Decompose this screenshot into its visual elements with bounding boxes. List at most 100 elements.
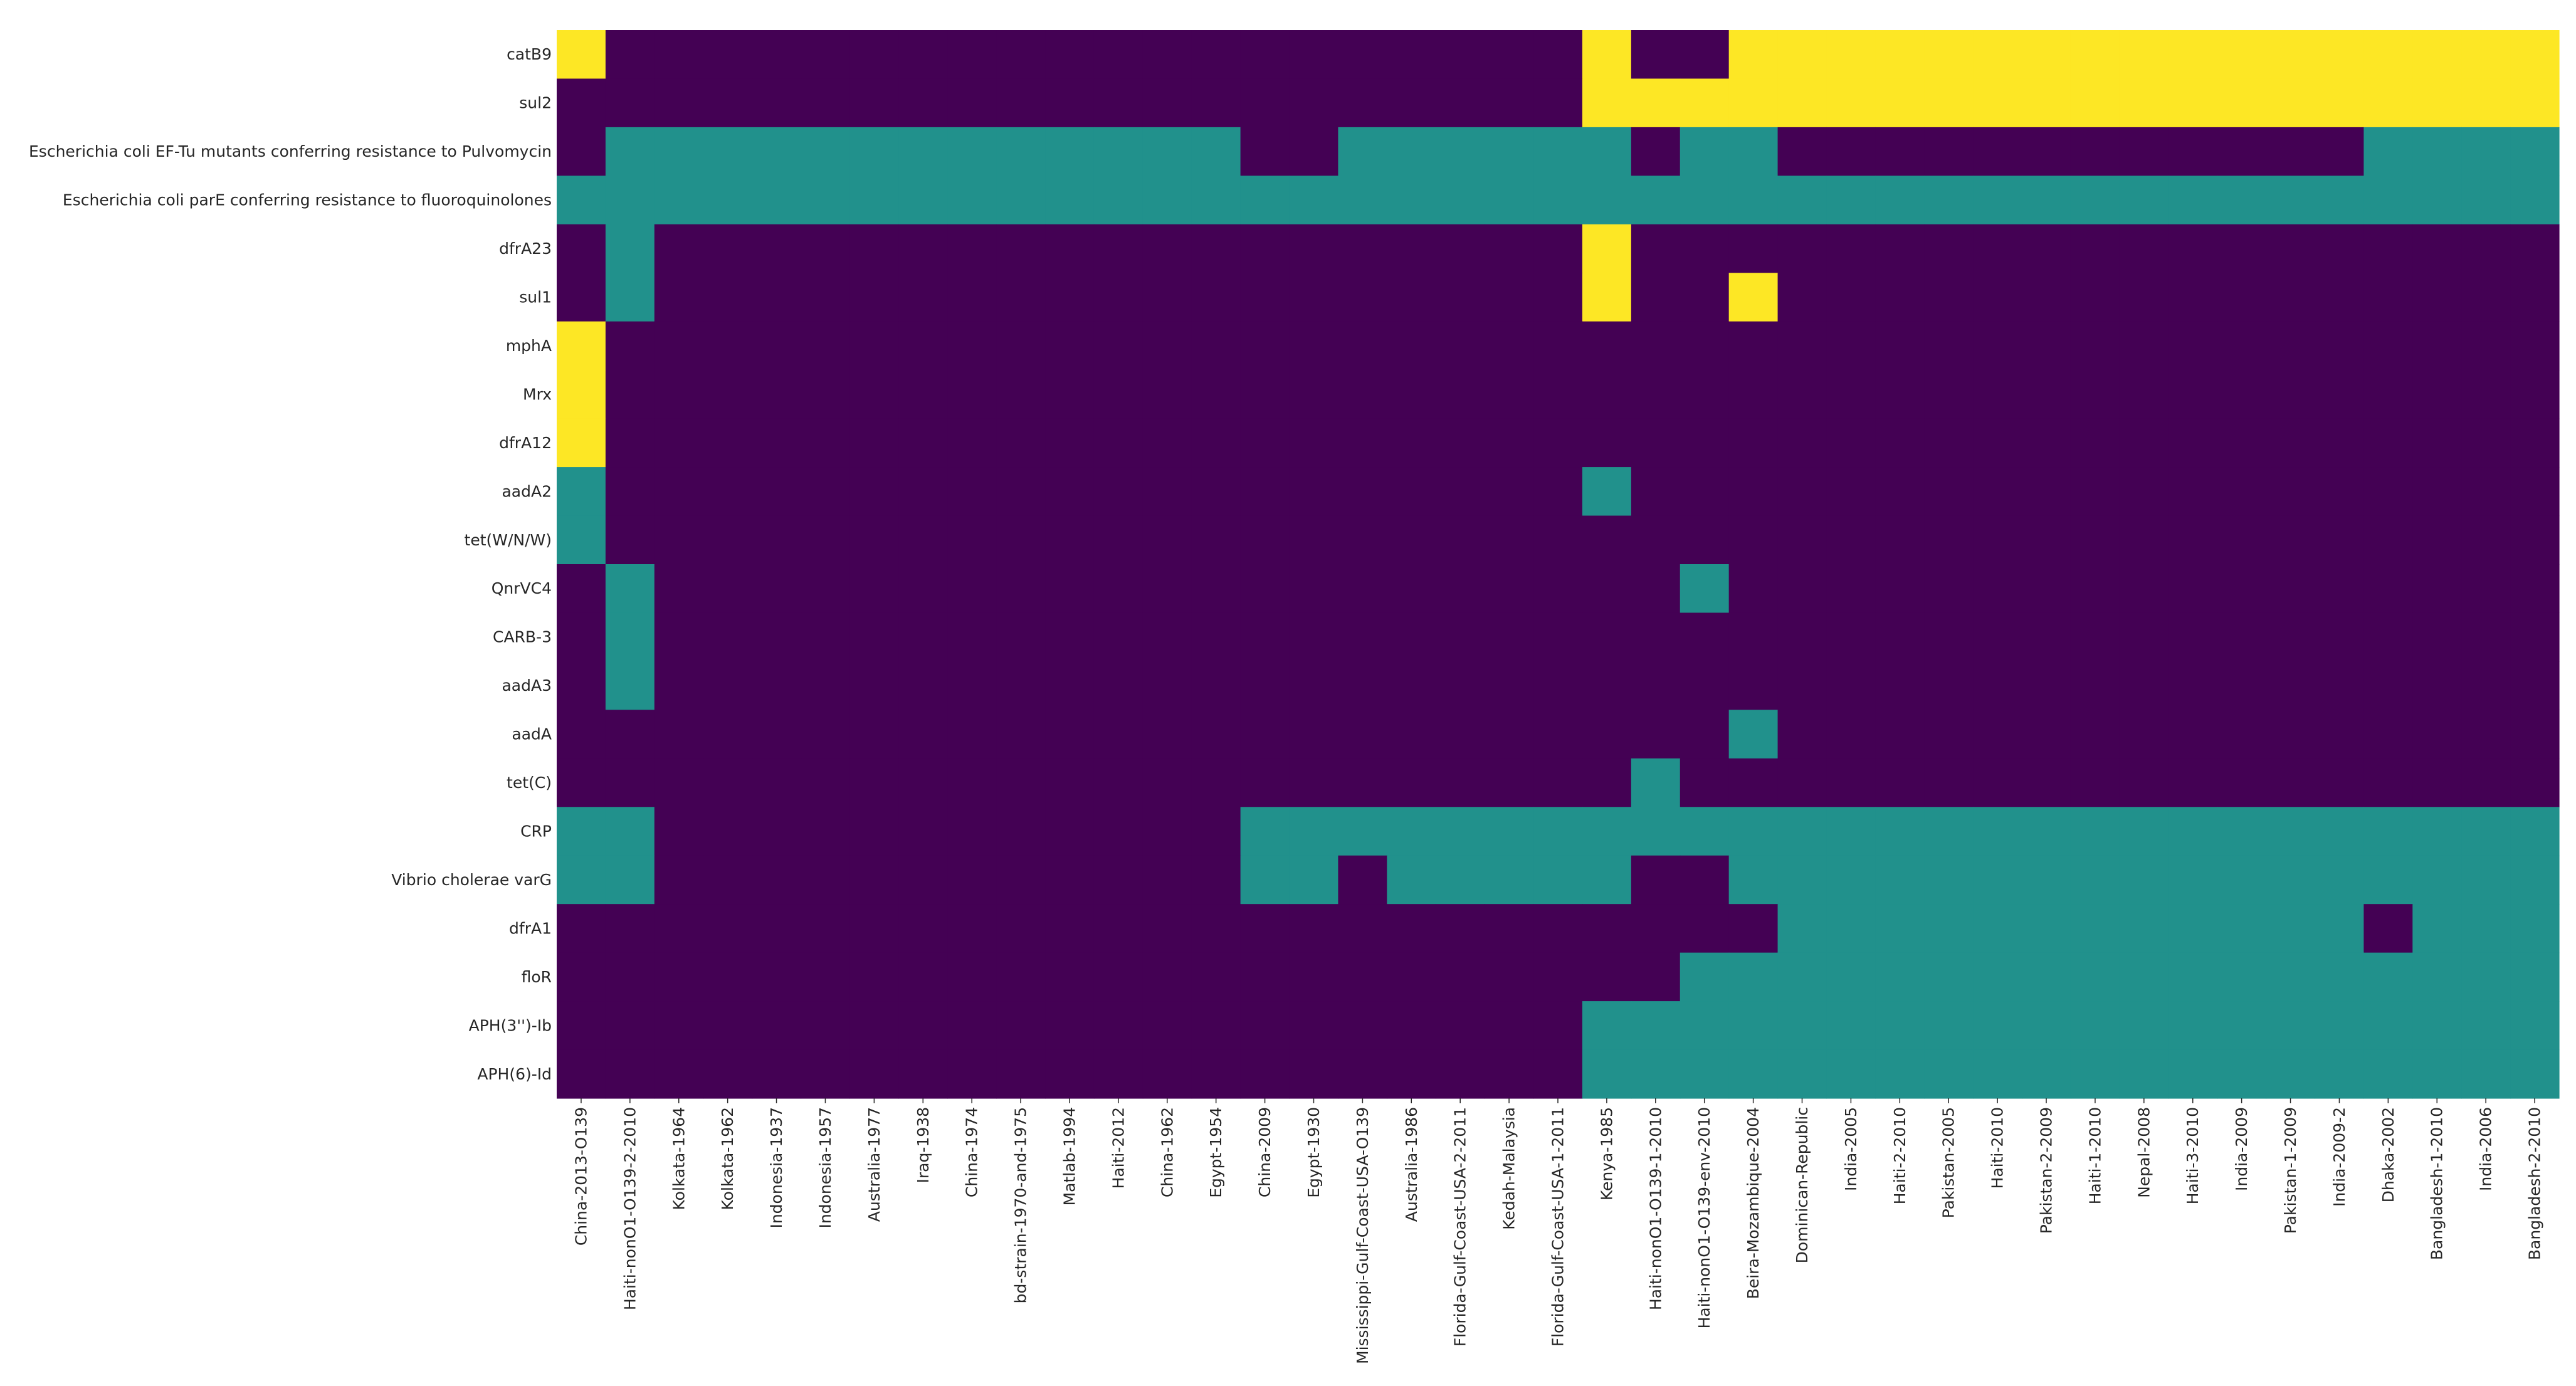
heatmap-cell (703, 807, 753, 856)
heatmap-cell (1240, 904, 1290, 953)
heatmap-cell (801, 224, 851, 273)
heatmap-cell (1289, 710, 1339, 759)
heatmap-cell (1289, 1049, 1339, 1099)
column-label: Haiti-2010 (1989, 1107, 2007, 1189)
row-label: sul1 (519, 288, 552, 307)
row-label: catB9 (507, 45, 552, 63)
heatmap-cell (1093, 176, 1143, 225)
heatmap-cell (1826, 855, 1876, 905)
heatmap-cell (2363, 1001, 2413, 1051)
heatmap-cell (1875, 1049, 1925, 1099)
heatmap-cell (654, 1001, 704, 1051)
heatmap-cell (2119, 78, 2169, 128)
column-label: Haiti-nonO1-O139-env-2010 (1695, 1107, 1713, 1329)
heatmap-cell (752, 224, 802, 273)
heatmap-cell (801, 418, 851, 468)
heatmap-cell (2119, 273, 2169, 322)
heatmap-cell (2412, 418, 2462, 468)
column-label: Haiti-nonO1-O139-2-2010 (621, 1107, 639, 1310)
heatmap-cell (1191, 418, 1241, 468)
heatmap-cell (996, 1049, 1046, 1099)
heatmap-cell (1728, 370, 1779, 419)
row-label: CARB-3 (493, 628, 552, 646)
heatmap-cell (947, 224, 997, 273)
column-label: Egypt-1930 (1305, 1107, 1323, 1198)
heatmap-cell (557, 467, 606, 517)
heatmap-cell (1045, 807, 1095, 856)
heatmap-cell (996, 30, 1046, 80)
heatmap-cell (2217, 564, 2267, 614)
heatmap-cell (1338, 370, 1387, 419)
heatmap-cell (1582, 855, 1632, 905)
heatmap-cell (2168, 418, 2218, 468)
heatmap-cell (1485, 515, 1534, 565)
heatmap-cell (1533, 952, 1583, 1002)
heatmap-cell (1387, 1001, 1436, 1051)
heatmap-cell (1093, 127, 1143, 176)
heatmap-cell (1924, 370, 1974, 419)
heatmap-cell (1289, 807, 1339, 856)
heatmap-cell (1045, 564, 1095, 614)
heatmap-cell (2363, 758, 2413, 807)
heatmap-cell (2315, 661, 2364, 710)
heatmap-cell (1924, 515, 1974, 565)
heatmap-cell (1777, 176, 1827, 225)
heatmap-cell (557, 273, 606, 322)
heatmap-cell (947, 661, 997, 710)
heatmap-cell (1728, 176, 1779, 225)
heatmap-cell (1142, 807, 1192, 856)
heatmap-cell (1191, 904, 1241, 953)
heatmap-cell (1680, 370, 1730, 419)
heatmap-cell (2168, 661, 2218, 710)
heatmap-cell (557, 855, 606, 905)
heatmap-cell (2510, 952, 2560, 1002)
column-label: Haiti-2012 (1109, 1107, 1127, 1189)
heatmap-cell (1436, 758, 1485, 807)
heatmap-cell (1728, 1001, 1779, 1051)
heatmap-cell (1631, 904, 1681, 953)
heatmap-cell (1533, 758, 1583, 807)
column-label: Haiti-1-2010 (2086, 1107, 2104, 1204)
row-label: dfrA1 (509, 919, 552, 937)
heatmap-cell (2266, 127, 2316, 176)
heatmap-cell (1875, 952, 1925, 1002)
heatmap-cell (2510, 612, 2560, 662)
heatmap-cell (2022, 30, 2071, 80)
heatmap-cell (605, 1001, 655, 1051)
heatmap-cell (1777, 564, 1827, 614)
heatmap-cell (996, 758, 1046, 807)
heatmap-cell (752, 612, 802, 662)
heatmap-cell (1924, 855, 1974, 905)
heatmap-cell (1826, 321, 1876, 370)
heatmap-cell (849, 904, 899, 953)
heatmap-cell (1631, 273, 1681, 322)
heatmap-cell (1875, 904, 1925, 953)
heatmap-cell (1777, 807, 1827, 856)
heatmap-cell (947, 1049, 997, 1099)
heatmap-cell (1045, 710, 1095, 759)
heatmap-cell (2363, 515, 2413, 565)
heatmap-cell (2315, 321, 2364, 370)
heatmap-cell (2412, 467, 2462, 517)
heatmap-cell (654, 78, 704, 128)
heatmap-cell (2315, 904, 2364, 953)
heatmap-cell (2315, 855, 2364, 905)
row-label: tet(W/N/W) (465, 531, 552, 549)
heatmap-cell (849, 515, 899, 565)
heatmap-cell (1777, 224, 1827, 273)
heatmap-cell (1924, 904, 1974, 953)
heatmap-cell (1973, 515, 2022, 565)
heatmap-cell (947, 127, 997, 176)
heatmap-cell (2266, 952, 2316, 1002)
heatmap-cell (1045, 904, 1095, 953)
heatmap-cell (1045, 30, 1095, 80)
heatmap-cell (654, 176, 704, 225)
heatmap-cell (1436, 224, 1485, 273)
heatmap-cell (703, 515, 753, 565)
heatmap-cell (1338, 321, 1387, 370)
heatmap-cell (2266, 467, 2316, 517)
heatmap-cell (1436, 467, 1485, 517)
heatmap-cell (703, 661, 753, 710)
heatmap-cell (801, 661, 851, 710)
heatmap-cell (1924, 807, 1974, 856)
